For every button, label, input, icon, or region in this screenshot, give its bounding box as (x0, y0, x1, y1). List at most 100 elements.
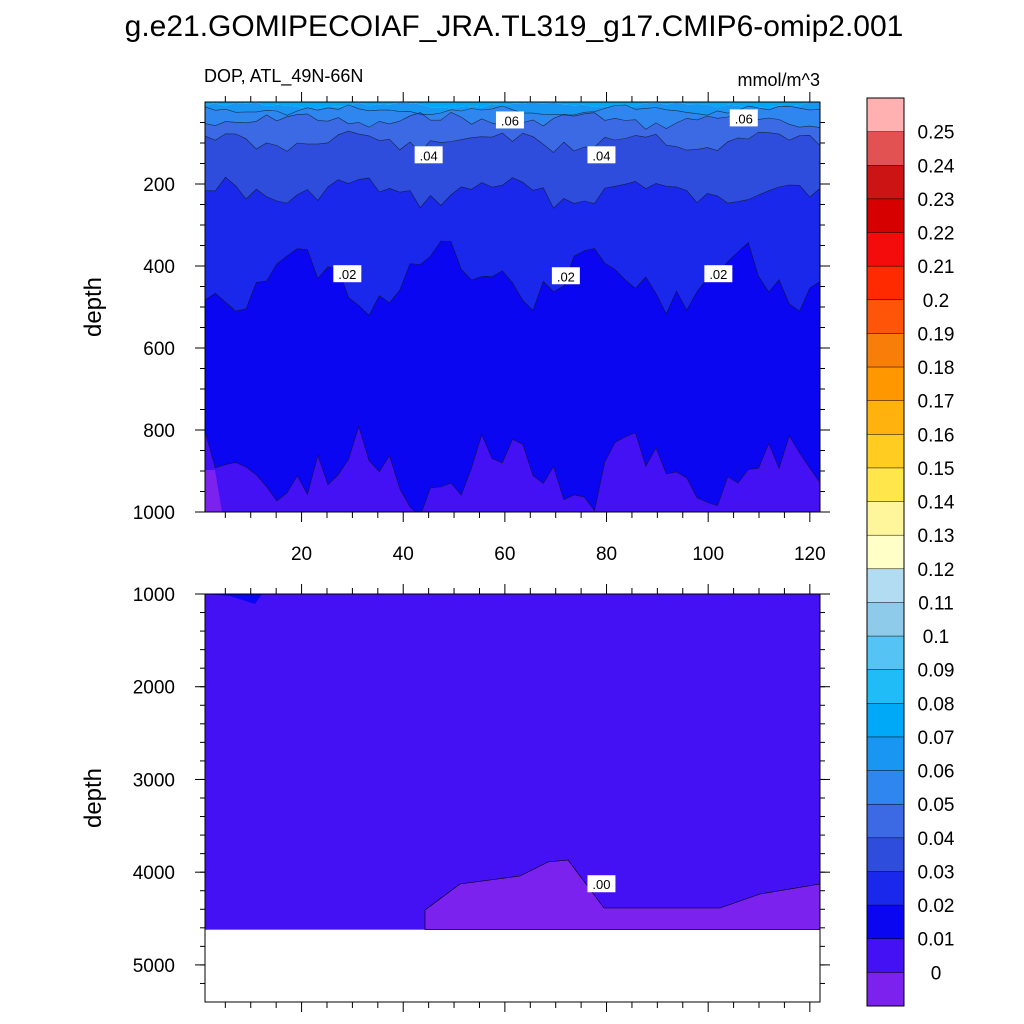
colorbar-box (867, 669, 904, 704)
y-tick-label: 3000 (133, 770, 175, 791)
colorbar-box (867, 871, 904, 906)
colorbar-box (867, 703, 904, 738)
colorbar-label: 0.1 (923, 627, 949, 648)
colorbar-label: 0.11 (918, 593, 954, 614)
band-0.00 (205, 470, 222, 512)
colorbar-label: 0.04 (918, 829, 955, 850)
colorbar-label: 0.24 (918, 156, 955, 177)
y-tick-label: 5000 (133, 956, 175, 977)
colorbar-box (867, 98, 904, 132)
contour-line (205, 104, 820, 116)
contour-label: .02 (704, 265, 733, 283)
y-axis-label: depth (80, 277, 107, 337)
contour-label-bg (414, 146, 443, 164)
colorbar-label: 0 (931, 963, 942, 984)
contour-label-bg (704, 265, 733, 283)
upper-fill (205, 102, 820, 512)
x-tick-label: 120 (794, 544, 826, 565)
colorbar-label: 0.03 (918, 862, 955, 883)
x-tick-label: 20 (291, 544, 312, 565)
colorbar-box (867, 636, 904, 671)
y-tick-label: 4000 (133, 863, 175, 884)
colorbar-box (867, 535, 904, 570)
colorbar-box (867, 972, 904, 1007)
colorbar-box (867, 367, 904, 401)
colorbar-box (867, 501, 904, 536)
colorbar-label: 0.17 (918, 392, 955, 413)
colorbar-label: 0.21 (918, 257, 955, 278)
colorbar-box (867, 770, 904, 805)
colorbar-box (867, 198, 904, 233)
colorbar-box (867, 804, 904, 839)
colorbar-label: 0.25 (918, 123, 955, 144)
colorbar-box (867, 467, 904, 502)
contour-label: .04 (414, 146, 443, 164)
contour-label: .00 (587, 875, 616, 893)
contour-label-bg (551, 267, 580, 285)
colorbar-label: 0.16 (918, 425, 955, 446)
colorbar-box (867, 837, 904, 872)
colorbar-box (867, 736, 904, 771)
contour-label: .02 (551, 267, 580, 285)
colorbar-label: 0.05 (918, 795, 955, 816)
shallow-0.02-patch (205, 594, 262, 604)
contour-label: .06 (729, 109, 758, 127)
units-label: mmol/m^3 (738, 70, 820, 90)
colorbar-label: 0.06 (918, 762, 955, 783)
colorbar-label: 0.12 (918, 560, 955, 581)
contour-label: .04 (587, 146, 616, 164)
band-0.01 (205, 426, 820, 512)
contour-label: .06 (495, 111, 524, 129)
contour-label-bg (495, 111, 524, 129)
contour-label-text: .02 (338, 267, 356, 282)
contour-label-text: .00 (592, 877, 610, 892)
figure-title: g.e21.GOMIPECOIAF_JRA.TL319_g17.CMIP6-om… (125, 10, 904, 43)
contour-label-text: .04 (420, 148, 438, 163)
x-tick-label: 60 (494, 544, 515, 565)
colorbar-label: 0.14 (918, 493, 955, 514)
colorbar-box (867, 602, 904, 637)
y-tick-label: 1000 (133, 503, 175, 524)
lower-fill (205, 594, 820, 930)
colorbar-label: 0.18 (918, 358, 955, 379)
band-0.04 (205, 131, 820, 209)
variable-label: DOP, ATL_49N-66N (204, 66, 363, 87)
contour-label-text: .02 (709, 267, 727, 282)
colorbar-label: 0.15 (918, 459, 955, 480)
y-axis-label: depth (80, 768, 107, 828)
y-tick-label: 400 (143, 257, 175, 278)
y-tick-label: 1000 (133, 585, 175, 606)
colorbar-box (867, 131, 904, 166)
lower-panel: .00 1000 2000 3000 4000 5000 depth (80, 584, 830, 1012)
colorbar-box (867, 232, 904, 267)
colorbar: 0 0.01 0.02 0.03 0.04 0.05 0.06 0.07 0.08 0.09 0.1… (866, 97, 955, 1007)
y-tick-label: 200 (143, 175, 175, 196)
colorbar-label: 0.13 (918, 526, 955, 547)
colorbar-label: 0.23 (918, 190, 955, 211)
colorbar-label: 0.02 (918, 896, 955, 917)
band-0.07 (205, 102, 820, 116)
contour-label-bg (587, 875, 616, 893)
colorbar-label: 0.22 (918, 224, 955, 245)
contour-label-text: .02 (557, 269, 575, 284)
y-tick-label: 800 (143, 421, 175, 442)
colorbar-box (867, 568, 904, 603)
colorbar-box (867, 400, 904, 435)
colorbar-label: 0.2 (923, 291, 949, 312)
contour-label-bg (333, 265, 362, 283)
colorbar-frame (866, 97, 905, 1007)
colorbar-box (867, 165, 904, 200)
band-0.02 (205, 241, 820, 512)
contour-label-bg (587, 146, 616, 164)
y-tick-label: 2000 (133, 678, 175, 699)
colorbar-label: 0.09 (918, 661, 955, 682)
colorbar-box (867, 938, 904, 973)
contour-label-text: .06 (501, 113, 519, 128)
contour-label-text: .06 (735, 111, 753, 126)
colorbar-box (867, 299, 904, 334)
y-tick-label: 600 (143, 339, 175, 360)
colorbar-label: 0.07 (918, 728, 955, 749)
contour-line (205, 425, 820, 512)
contour-label-text: .04 (592, 148, 610, 163)
